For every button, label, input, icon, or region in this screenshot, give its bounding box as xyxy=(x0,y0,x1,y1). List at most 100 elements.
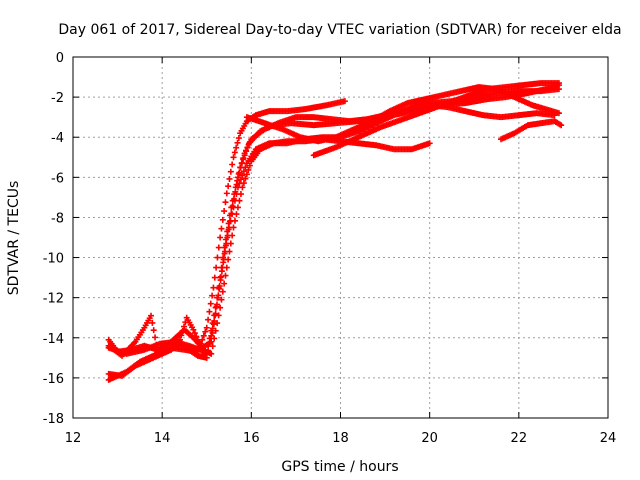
data-point xyxy=(218,268,225,275)
data-point xyxy=(555,86,562,93)
axis-ticks: 12 14 16 18 20 22 24 0 -2 -4 -6 -8 -10 -12 -14 -16 -18 xyxy=(43,51,617,446)
data-point xyxy=(234,174,241,181)
data-point xyxy=(219,288,226,295)
data-point xyxy=(212,312,219,319)
data-point xyxy=(222,242,229,249)
data-point xyxy=(229,203,236,210)
data-point xyxy=(230,224,237,231)
data-point xyxy=(555,80,562,87)
x-tick-label: 24 xyxy=(600,431,617,446)
data-point xyxy=(225,226,232,233)
data-point xyxy=(191,330,198,337)
data-point xyxy=(240,168,247,175)
series-track-8 xyxy=(498,118,565,143)
data-point xyxy=(231,217,238,224)
data-point xyxy=(219,216,226,223)
data-point xyxy=(210,321,217,328)
data-point xyxy=(240,155,247,162)
data-point xyxy=(341,98,348,105)
data-point xyxy=(237,191,244,198)
x-tick-label: 16 xyxy=(243,431,260,446)
data-point xyxy=(238,159,245,166)
x-tick-label: 18 xyxy=(332,431,349,446)
data-point xyxy=(177,336,183,343)
data-point xyxy=(218,225,225,232)
data-point xyxy=(206,308,213,315)
data-point xyxy=(209,343,216,350)
data-point xyxy=(226,175,233,182)
data-point xyxy=(209,292,216,299)
y-tick-label: 0 xyxy=(56,51,64,66)
data-point xyxy=(225,183,232,190)
data-point xyxy=(214,294,221,301)
data-point xyxy=(152,334,159,341)
data-point xyxy=(558,122,565,129)
data-point xyxy=(211,274,218,281)
data-point xyxy=(220,259,227,266)
data-point xyxy=(555,110,562,117)
data-point xyxy=(227,168,234,175)
data-point xyxy=(150,327,157,334)
data-point xyxy=(229,232,236,239)
data-point xyxy=(243,171,250,178)
series-track-4 xyxy=(105,136,433,379)
x-tick-label: 12 xyxy=(65,431,82,446)
data-point xyxy=(239,172,246,179)
data-point xyxy=(210,284,217,291)
data-point xyxy=(214,320,221,327)
y-tick-label: -4 xyxy=(51,131,64,146)
data-point xyxy=(245,166,252,173)
data-point xyxy=(222,199,229,206)
x-tick-label: 14 xyxy=(154,431,171,446)
data-point xyxy=(203,324,210,331)
x-axis-label: GPS time / hours xyxy=(281,459,398,475)
data-point xyxy=(218,296,225,303)
data-point xyxy=(237,164,244,171)
data-point xyxy=(149,319,156,326)
y-tick-label: -14 xyxy=(43,332,64,347)
data-point xyxy=(426,140,433,147)
data-point xyxy=(211,335,218,342)
data-point xyxy=(190,326,197,333)
data-point xyxy=(226,248,233,255)
data-point xyxy=(209,329,216,336)
data-point xyxy=(221,280,228,287)
y-axis-label: SDTVAR / TECUs xyxy=(6,181,22,296)
x-tick-label: 22 xyxy=(511,431,528,446)
y-tick-label: -10 xyxy=(43,252,64,267)
data-point xyxy=(233,181,240,188)
data-point xyxy=(231,149,238,156)
data-point xyxy=(234,204,241,211)
series-track-7 xyxy=(310,80,562,159)
data-point xyxy=(236,169,243,176)
y-tick-label: -2 xyxy=(51,91,64,106)
data-point xyxy=(229,161,236,168)
data-point xyxy=(224,234,231,241)
data-point xyxy=(221,208,228,215)
data-point xyxy=(232,188,239,195)
data-point xyxy=(239,184,246,191)
data-point xyxy=(207,300,214,307)
data-point xyxy=(217,304,224,311)
data-point xyxy=(153,341,160,348)
data-point xyxy=(221,250,228,257)
data-point xyxy=(215,244,222,251)
y-tick-label: -18 xyxy=(43,412,64,427)
y-tick-label: -12 xyxy=(43,292,64,307)
data-point xyxy=(203,354,210,361)
chart-title: Day 061 of 2017, Sidereal Day-to-day VTE… xyxy=(58,22,621,38)
data-point xyxy=(212,327,219,334)
data-point xyxy=(225,256,232,263)
x-tick-label: 20 xyxy=(421,431,438,446)
data-point xyxy=(240,180,247,187)
data-point xyxy=(217,234,224,241)
data-point xyxy=(233,144,240,151)
data-point xyxy=(223,190,230,197)
y-tick-label: -16 xyxy=(43,372,64,387)
data-point xyxy=(234,139,241,146)
data-point xyxy=(228,210,235,217)
data-point xyxy=(230,154,237,161)
data-point xyxy=(216,285,223,292)
